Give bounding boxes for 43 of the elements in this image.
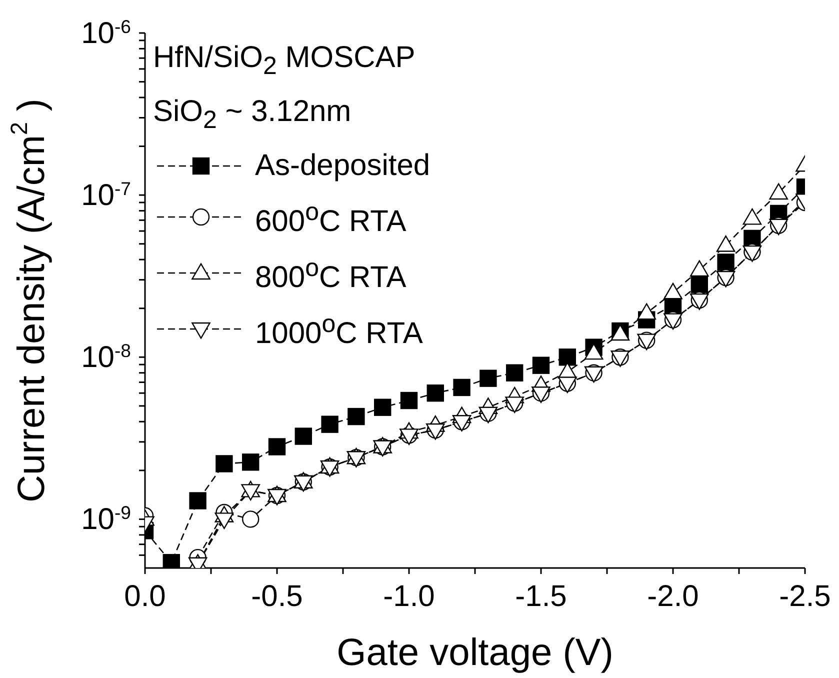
legend-label: 600$^{o}$C RTA [255, 197, 406, 240]
point [294, 428, 312, 445]
point [189, 492, 206, 510]
point [716, 235, 736, 252]
x-tick-label: -2.5 [779, 580, 831, 613]
x-tick-label: -1.5 [515, 580, 567, 613]
point [242, 510, 260, 528]
point [480, 370, 497, 387]
point [216, 455, 233, 472]
point [268, 438, 286, 456]
point [532, 356, 550, 374]
x-tick-label: -2.0 [647, 580, 699, 613]
y-tick-label: 10$^{-8}$ [81, 340, 131, 374]
y-tick-label: 10$^{-7}$ [81, 178, 131, 212]
point [426, 384, 444, 402]
point [664, 282, 682, 300]
annotation: SiO$_{2}$ ~ 3.12nm [153, 94, 352, 136]
point [769, 183, 788, 200]
point [506, 364, 524, 382]
point [453, 378, 470, 396]
point [717, 254, 734, 271]
legend-label: As-deposited [255, 148, 430, 184]
y-tick-label: 10$^{-9}$ [81, 502, 131, 536]
point [321, 416, 338, 433]
point [242, 454, 260, 471]
annotation: HfN/SiO$_{2}$ MOSCAP [153, 40, 416, 82]
point [558, 348, 576, 366]
x-tick-label: -0.5 [251, 580, 303, 613]
legend-label: 1000$^{o}$C RTA [255, 309, 423, 352]
x-axis-title: Gate voltage (V) [336, 632, 614, 674]
x-tick-label: 0.0 [124, 580, 166, 613]
point [214, 512, 234, 530]
point [690, 276, 708, 294]
point [374, 398, 392, 416]
point [348, 408, 365, 426]
point [637, 303, 656, 320]
y-tick-label: 10$^{-6}$ [81, 16, 131, 50]
point [742, 208, 762, 225]
point [400, 392, 418, 410]
x-tick-label: -1.0 [383, 580, 435, 613]
legend-label: 800$^{o}$C RTA [255, 253, 406, 296]
point [241, 484, 260, 500]
point [690, 260, 709, 277]
